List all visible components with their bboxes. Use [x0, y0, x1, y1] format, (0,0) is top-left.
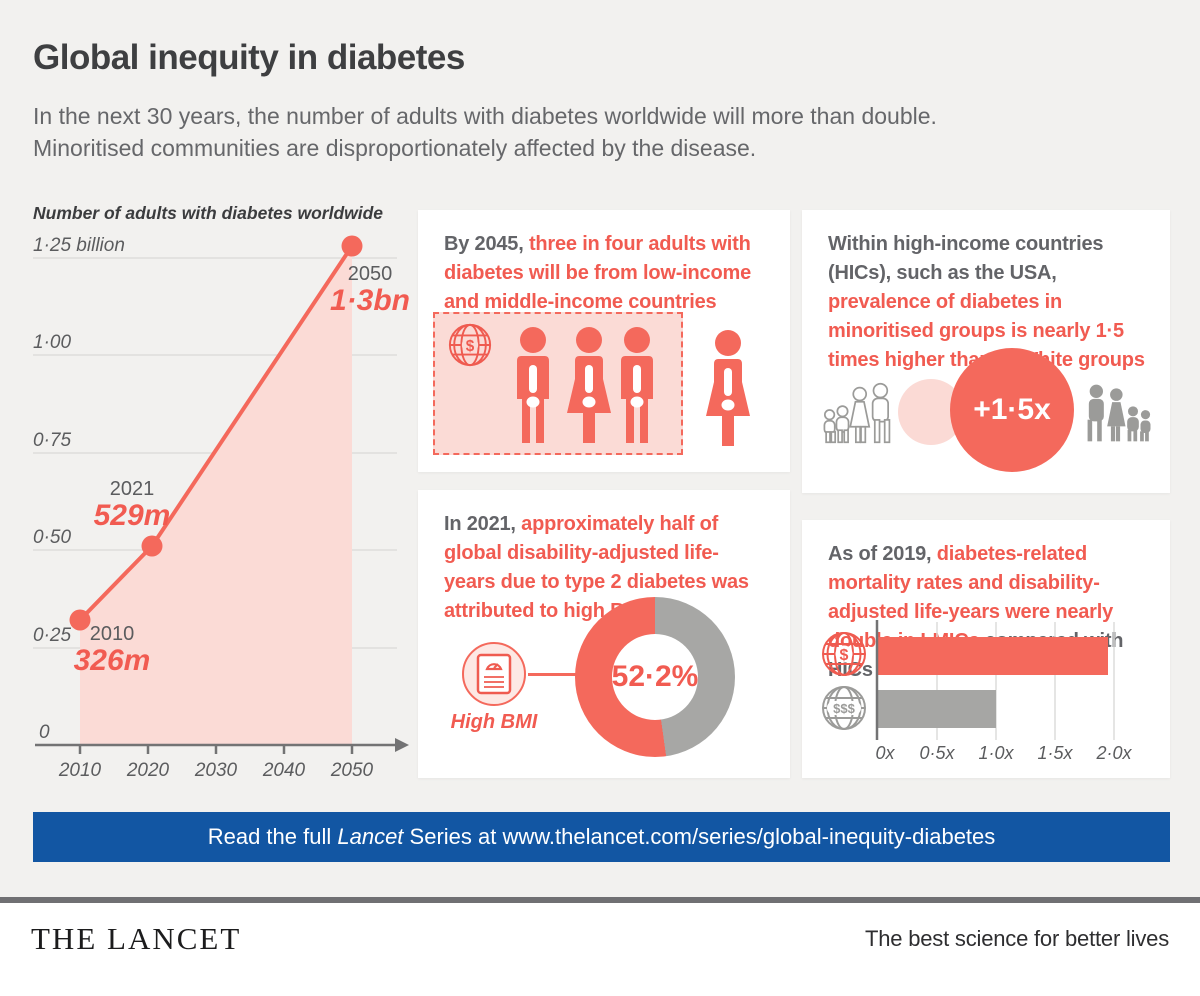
point-2010 [69, 609, 91, 631]
bar-hics [877, 690, 996, 728]
svg-text:$: $ [840, 647, 849, 664]
bar-tick-20: 2·0x [1095, 743, 1132, 763]
card-mortality: As of 2019, diabetes-related mortality r… [802, 520, 1170, 778]
annotation-value: 1·3bn [329, 284, 410, 317]
page-subtitle: In the next 30 years, the number of adul… [33, 100, 937, 164]
bar-tick-05: 0·5x [919, 743, 955, 763]
card-bmi-lead: In 2021, [444, 513, 522, 535]
subtitle-line-1: In the next 30 years, the number of adul… [33, 103, 937, 129]
annotation-2050: 2050 1·3bn [320, 264, 420, 317]
y-tick-025: 0·25 [33, 625, 71, 646]
bar-tick-0: 0x [875, 743, 895, 763]
bmi-icon-label: High BMI [450, 711, 538, 733]
annotation-value: 529m [93, 499, 171, 532]
card-high-bmi: In 2021, approximately half of global di… [418, 490, 790, 778]
person-female-exclamation-icon [706, 330, 750, 446]
svg-text:$$$: $$$ [833, 701, 855, 716]
lmic-dashed-box: $ [433, 312, 683, 455]
y-tick-125: 1·25 billion [33, 235, 125, 256]
mortality-bar-chart: 0x 0·5x 1·0x 1·5x 2·0x [875, 620, 1133, 763]
multiplier-label: +1·5x [973, 393, 1051, 426]
x-tick-2040: 2040 [262, 760, 306, 781]
point-2050 [341, 235, 363, 257]
annotation-year: 2010 [89, 623, 135, 645]
x-tick-2030: 2030 [194, 760, 238, 781]
canvas-background: Global inequity in diabetes In the next … [0, 0, 1200, 897]
banner-journal-name: Lancet [337, 824, 404, 849]
y-tick-075: 0·75 [33, 430, 71, 451]
x-axis [35, 743, 395, 754]
footer: THE LANCET The best science for better l… [0, 903, 1200, 975]
y-tick-0: 0 [39, 722, 50, 743]
lancet-wordmark: THE LANCET [31, 921, 242, 956]
family-outline-icon [823, 382, 891, 444]
footer-divider [0, 897, 1200, 903]
card-hic-highlight: prevalence of diabetes in minoritised gr… [828, 291, 1145, 371]
chart-title: Number of adults with diabetes worldwide [33, 203, 384, 223]
banner-url-text: Series at www.thelancet.com/series/globa… [403, 824, 996, 849]
annotation-year: 2050 [347, 263, 393, 285]
series-url-banner[interactable]: Read the full Lancet Series at www.thela… [33, 812, 1170, 862]
x-tick-2050: 2050 [330, 760, 374, 781]
person-female-exclamation-icon [567, 327, 611, 443]
area-fill [80, 246, 352, 745]
card-hic-prevalence: Within high-income countries (HICs), suc… [802, 210, 1170, 493]
family-solid-icon [1087, 384, 1151, 442]
point-2021 [141, 535, 163, 557]
annotation-year: 2021 [109, 478, 155, 500]
card-bmi-text: In 2021, approximately half of global di… [444, 510, 768, 626]
x-tick-2010: 2010 [58, 760, 102, 781]
card-mortality-lead: As of 2019, [828, 543, 937, 565]
minoritised-multiplier-circle: +1·5x [950, 348, 1074, 472]
card-lmic-share: By 2045, three in four adults with diabe… [418, 210, 790, 472]
bmi-donut-chart [575, 597, 735, 757]
globe-dollar-icon: $ [822, 632, 866, 676]
person-male-exclamation-icon [621, 327, 653, 443]
card-lmic-lead: By 2045, [444, 233, 529, 255]
bar-lmics [877, 637, 1108, 675]
x-tick-2020: 2020 [126, 760, 170, 781]
annotation-2010: 2010 326m [62, 624, 162, 677]
page-title: Global inequity in diabetes [33, 38, 465, 77]
globe-triple-dollar-icon: $$$ [822, 686, 866, 730]
card-hic-text: Within high-income countries (HICs), suc… [828, 230, 1148, 375]
bar-tick-10: 1·0x [978, 743, 1014, 763]
donut-center-label: 52·2% [611, 660, 699, 693]
diabetes-growth-chart: Number of adults with diabetes worldwide… [25, 195, 410, 795]
globe-dollar-icon: $ [448, 323, 492, 367]
banner-pre-text: Read the full [207, 824, 338, 849]
subtitle-line-2: Minoritised communities are disproportio… [33, 135, 757, 161]
connector-line [528, 673, 576, 676]
card-bmi-highlight: approximately half of global disability-… [444, 513, 749, 622]
footer-tagline: The best science for better lives [865, 926, 1169, 951]
x-axis-arrow-icon [395, 738, 409, 752]
person-male-exclamation-icon [517, 327, 549, 443]
y-tick-050: 0·50 [33, 527, 71, 548]
line-chart-svg: 1·25 billion 1·00 0·75 0·50 0·25 0 [33, 235, 409, 781]
y-tick-100: 1·00 [33, 332, 71, 353]
bmi-scale-icon [462, 642, 526, 706]
card-hic-lead: Within high-income countries (HICs), suc… [828, 233, 1104, 284]
svg-text:$: $ [466, 338, 475, 355]
annotation-2021: 2021 529m [82, 479, 182, 532]
bar-tick-15: 1·5x [1037, 743, 1073, 763]
annotation-value: 326m [73, 644, 151, 677]
